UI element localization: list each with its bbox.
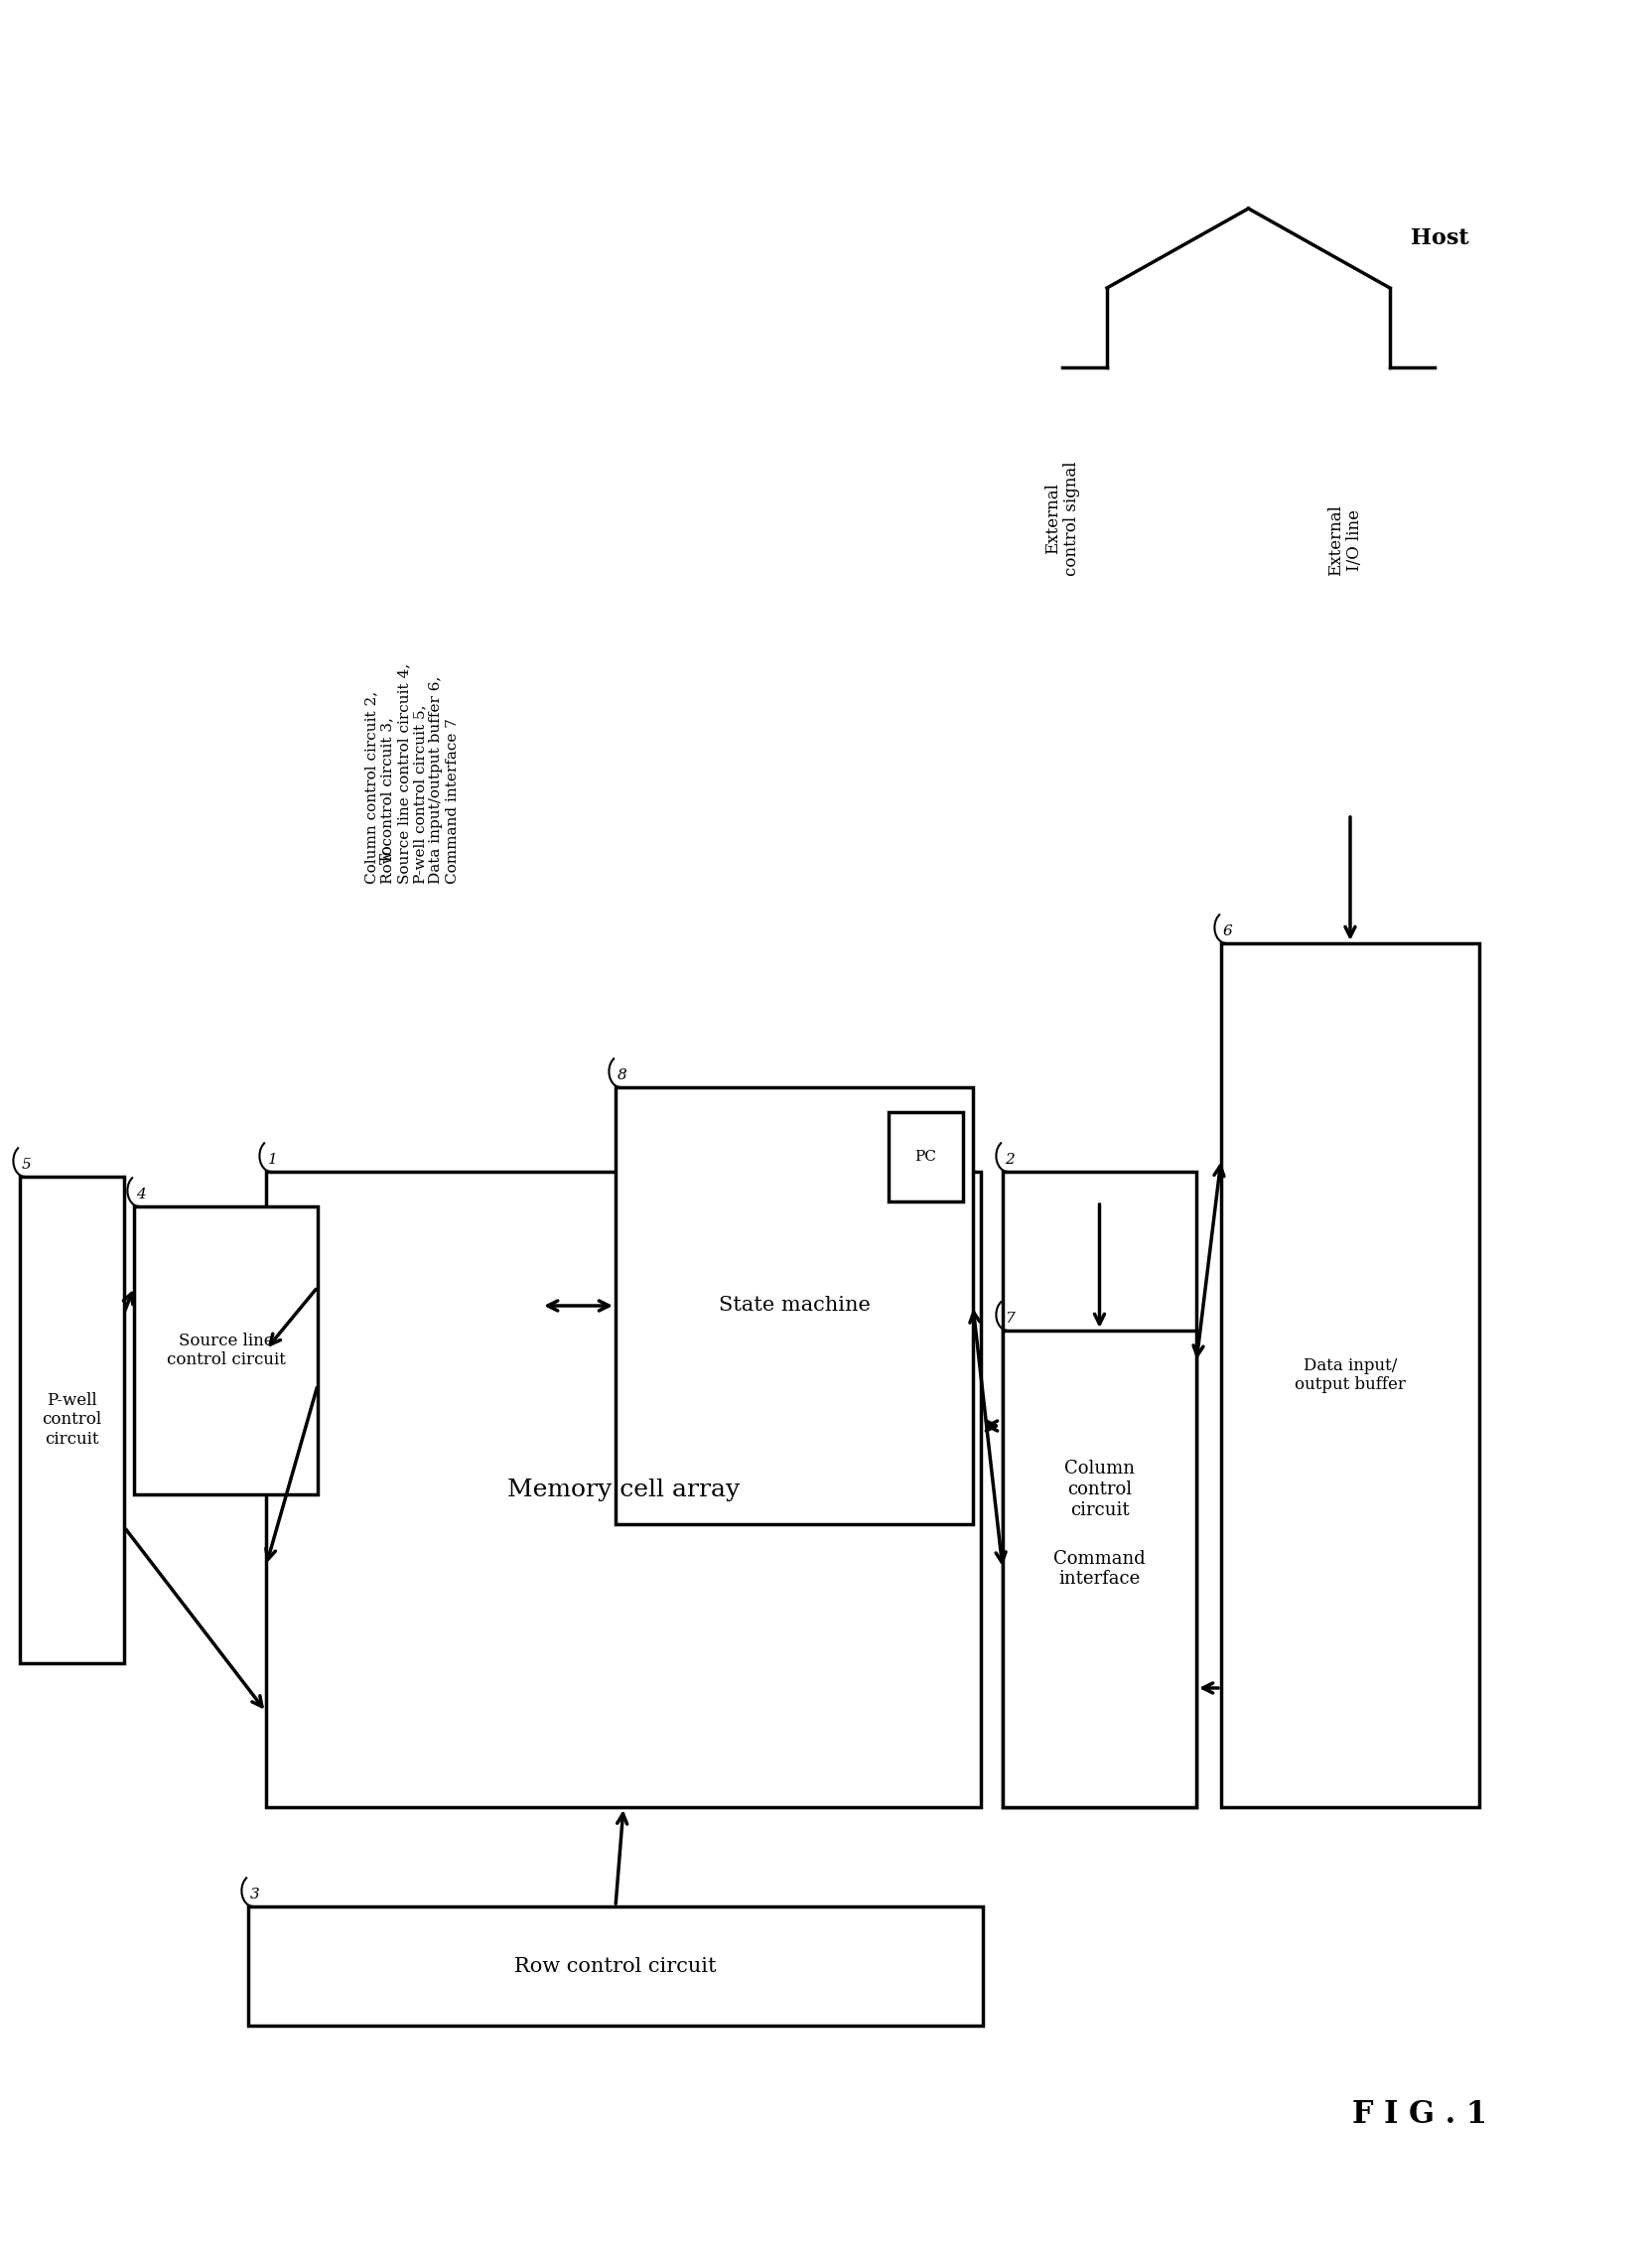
Text: Command
interface: Command interface [1054, 1549, 1145, 1588]
Text: F I G . 1: F I G . 1 [1353, 2099, 1487, 2131]
Text: Data input/
output buffer: Data input/ output buffer [1295, 1358, 1406, 1394]
Bar [889, 1112, 963, 1202]
Text: 7: 7 [1004, 1312, 1014, 1326]
Text: 2: 2 [1004, 1152, 1014, 1168]
Text: 1: 1 [268, 1152, 278, 1168]
Text: 6: 6 [1222, 925, 1232, 938]
Bar [1003, 1330, 1196, 1806]
Bar [616, 1087, 973, 1524]
Text: To: To [378, 846, 395, 864]
Text: PC: PC [915, 1150, 937, 1164]
Text: Source line
control circuit: Source line control circuit [167, 1333, 286, 1369]
Bar [20, 1177, 124, 1664]
Text: 3: 3 [249, 1887, 259, 1901]
Text: Host: Host [1411, 228, 1469, 250]
Bar [1221, 943, 1479, 1806]
Text: Row control circuit: Row control circuit [514, 1957, 717, 1975]
Text: 5: 5 [21, 1159, 31, 1173]
Text: Column control circuit 2,
Row control circuit 3,
Source line control circuit 4,
: Column control circuit 2, Row control ci… [365, 663, 459, 884]
Text: State machine: State machine [719, 1297, 871, 1315]
Text: 8: 8 [618, 1069, 626, 1082]
Bar [1003, 1173, 1196, 1806]
Bar [266, 1173, 981, 1806]
Text: 4: 4 [135, 1188, 145, 1202]
Text: External
I/O line: External I/O line [1327, 505, 1363, 575]
Bar [134, 1206, 317, 1495]
Bar [248, 1905, 983, 2025]
Text: Column
control
circuit: Column control circuit [1064, 1459, 1135, 1520]
Text: External
control signal: External control signal [1044, 462, 1080, 575]
Text: P-well
control
circuit: P-well control circuit [43, 1391, 102, 1448]
Text: Memory cell array: Memory cell array [507, 1477, 740, 1502]
